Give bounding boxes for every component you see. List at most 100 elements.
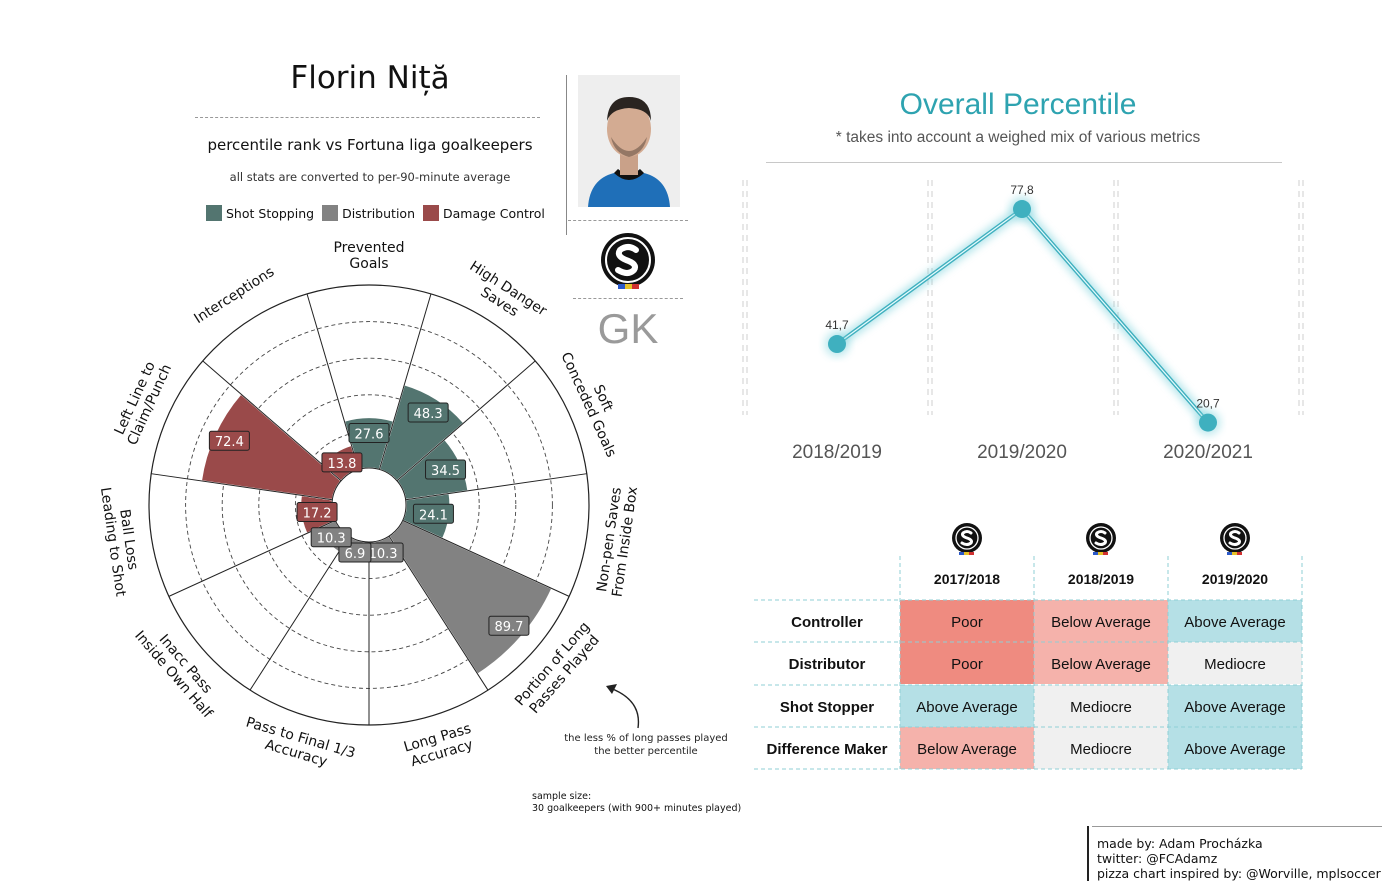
pizza-param-label-line: Prevented: [333, 240, 404, 256]
pizza-param-label-line: Goals: [349, 256, 388, 272]
pizza-spoke: [168, 519, 336, 597]
table-cell-bg: [1168, 727, 1302, 769]
pizza-param-label-soft-conceded-goals: SoftConceded Goals: [557, 343, 633, 460]
table-row-label: Distributor: [789, 656, 866, 673]
annotation-arrowhead-icon: [606, 684, 617, 694]
sample-size-line: 30 goalkeepers (with 900+ minutes played…: [532, 803, 742, 814]
legend-label: Distribution: [342, 205, 415, 221]
logo-letter: [1094, 530, 1107, 546]
table-column-logo-icon: [952, 523, 982, 555]
table-cell: Mediocre: [1204, 656, 1266, 673]
table-column-logo-icon: [1220, 523, 1250, 555]
table-cell-bg: [1034, 600, 1168, 642]
pizza-param-label-interceptions: Interceptions: [191, 264, 277, 327]
credit-twitter: twitter: @FCAdamz: [1097, 851, 1218, 866]
player-photo-icon: [578, 75, 680, 207]
logo-stripe: [1103, 552, 1108, 555]
logo-ring: [955, 526, 979, 550]
legend: Shot Stopping Distribution Damage Contro…: [206, 205, 545, 221]
legend-item-distribution: Distribution: [322, 205, 415, 221]
series-line-glow: [834, 202, 1212, 426]
pizza-value-box: [407, 402, 449, 423]
pizza-value-label: 17.2: [296, 501, 338, 522]
logo-stripe: [969, 552, 974, 555]
legend-label: Damage Control: [443, 205, 545, 221]
table-cell-bg: [900, 642, 1034, 684]
overall-line-chart: 41,7 77,8 20,7 2018/2019 2019/2020 2020/2021: [742, 180, 1304, 463]
pizza-param-label-non-pen-saves-from-inside-box: Non-pen SavesFrom Inside Box: [594, 483, 642, 598]
logo-stripe: [964, 552, 969, 555]
divider: [568, 220, 688, 221]
pizza-value-label: 48.3: [407, 402, 449, 423]
table-row-label: Shot Stopper: [780, 699, 874, 716]
pizza-spoke: [402, 519, 570, 597]
position-label: GK: [597, 305, 659, 352]
pizza-spoke: [388, 535, 489, 691]
pizza-param-label-left-line-to-claim-punch: Left Line toClaim/Punch: [110, 355, 175, 447]
logo-stripe: [1098, 552, 1103, 555]
pizza-value-text: 34.5: [431, 464, 460, 479]
divider: [766, 162, 1282, 163]
pizza-param-label-long-pass-accuracy: Long PassAccuracy: [402, 721, 478, 771]
logo-stripe: [959, 552, 964, 555]
sample-size-note: sample size: 30 goalkeepers (with 900+ m…: [532, 791, 741, 815]
legend-item-damage-control: Damage Control: [423, 205, 545, 221]
pizza-value-label: 13.8: [321, 452, 363, 473]
pizza-value-text: 6.9: [345, 547, 366, 562]
table-column-header: 2018/2019: [1068, 571, 1134, 587]
arrow-note-line: the less % of long passes played: [564, 733, 728, 744]
table-cell-bg: [1034, 685, 1168, 727]
rating-table: 2017/2018 2018/2019 2019/2020 Poor Below Ave…: [754, 523, 1303, 770]
sample-size-line: sample size:: [532, 791, 592, 802]
logo-ring: [1223, 526, 1247, 550]
pizza-param-label-high-danger-saves: High DangerSaves: [458, 258, 550, 333]
pizza-value-text: 24.1: [419, 508, 448, 523]
pizza-value-label: 34.5: [425, 459, 467, 480]
pizza-param-label-ball-loss-leading-to-shot: Ball LossLeading to Shot: [97, 484, 144, 598]
data-label: 41,7: [825, 318, 849, 332]
pizza-gridline: [221, 357, 517, 653]
credit-inspiration: pizza chart inspired by: @Worville, mpls…: [1097, 866, 1381, 881]
chart-note: all stats are converted to per-90-minute…: [229, 170, 511, 184]
pizza-value-box: [425, 459, 467, 480]
club-logo: [598, 232, 658, 296]
table-cell: Poor: [951, 614, 983, 631]
data-label: 20,7: [1196, 397, 1220, 411]
x-tick-label: 2020/2021: [1163, 442, 1253, 463]
table-row-label: Controller: [791, 614, 863, 631]
table-cell: Below Average: [1051, 614, 1151, 631]
table-cell-bg: [900, 685, 1034, 727]
pizza-gridline: [258, 394, 480, 616]
pizza-value-text: 89.7: [494, 620, 523, 635]
credit-author: made by: Adam Procházka: [1097, 836, 1263, 851]
player-photo: [578, 75, 680, 207]
table-cell: Mediocre: [1070, 741, 1132, 758]
logo-letter: [1228, 530, 1241, 546]
pizza-spoke: [306, 293, 360, 470]
table-cell: Above Average: [1184, 699, 1285, 716]
table-cell-bg: [900, 727, 1034, 769]
legend-label: Shot Stopping: [226, 205, 315, 221]
x-tick-label: 2018/2019: [792, 442, 882, 463]
data-label: 77,8: [1010, 183, 1034, 197]
pizza-value-box: [338, 542, 372, 563]
series-line: [835, 206, 1210, 424]
pizza-spoke: [249, 535, 350, 691]
table-cell: Below Average: [1051, 656, 1151, 673]
table-cell-bg: [1168, 642, 1302, 684]
pizza-value-label: 72.4: [208, 430, 250, 451]
pizza-value-label: 10.3: [362, 542, 404, 563]
pizza-value-box: [208, 430, 250, 451]
legend-swatch: [423, 205, 439, 221]
data-point: [828, 335, 846, 354]
pizza-value-text: 13.8: [327, 457, 356, 472]
pizza-value-text: 27.6: [355, 427, 384, 442]
table-cell: Below Average: [917, 741, 1017, 758]
divider: [573, 298, 683, 299]
pizza-value-label: 6.9: [338, 542, 372, 563]
chart-subtitle: percentile rank vs Fortuna liga goalkeep…: [207, 136, 533, 154]
table-cell: Poor: [951, 656, 983, 673]
divider: [195, 117, 540, 118]
table-column-logo-icon: [1086, 523, 1116, 555]
divider: [566, 75, 567, 235]
